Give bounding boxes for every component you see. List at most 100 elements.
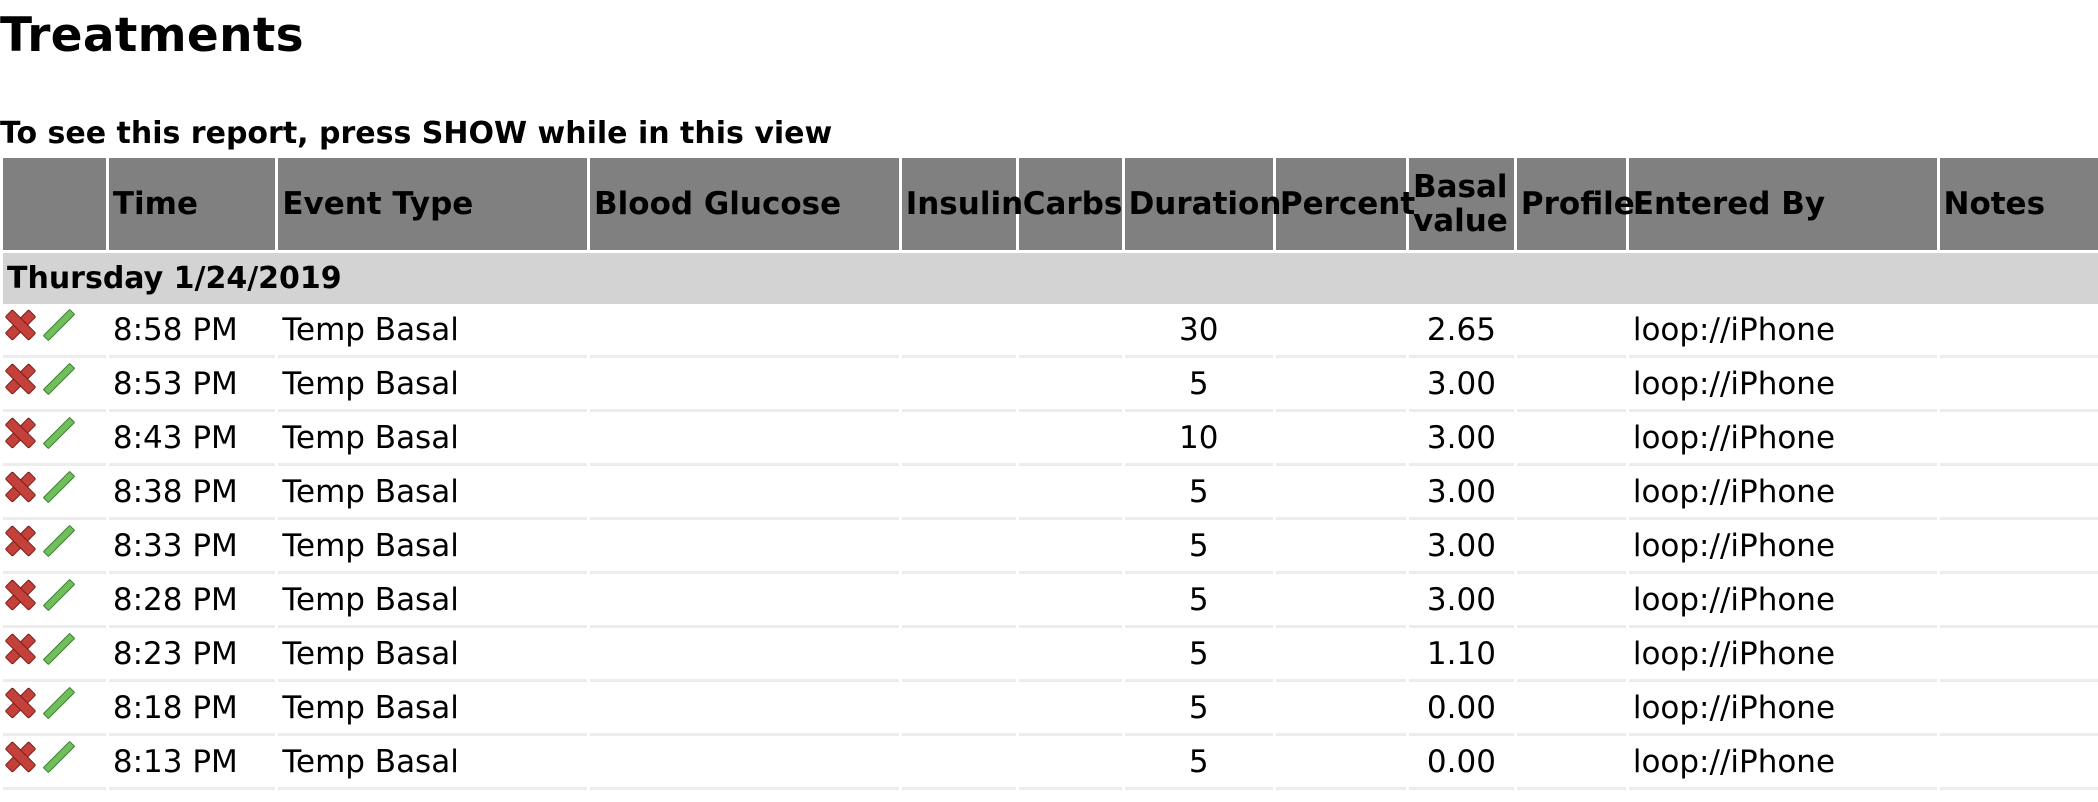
treatments-table: Time Event Type Blood Glucose Insulin Ca… xyxy=(0,158,2098,790)
cell-percent xyxy=(1275,682,1406,736)
delete-x-icon[interactable] xyxy=(3,362,33,392)
cell-profile xyxy=(1516,412,1626,466)
cell-notes xyxy=(1939,520,2098,574)
edit-pencil-icon[interactable] xyxy=(41,632,73,664)
cell-insulin xyxy=(901,412,1016,466)
edit-pencil-icon[interactable] xyxy=(41,578,73,610)
delete-x-icon[interactable] xyxy=(3,686,33,716)
cell-blood-glucose xyxy=(590,574,899,628)
delete-x-icon[interactable] xyxy=(3,578,33,608)
table-row: 8:13 PM Temp Basal 5 0.00 loop://iPhone xyxy=(3,736,2098,790)
cell-time: 8:43 PM xyxy=(108,412,276,466)
edit-pencil-icon[interactable] xyxy=(41,362,73,394)
cell-time: 8:23 PM xyxy=(108,628,276,682)
edit-pencil-icon[interactable] xyxy=(41,470,73,502)
cell-duration: 5 xyxy=(1124,574,1273,628)
cell-entered-by: loop://iPhone xyxy=(1628,574,1937,628)
cell-time: 8:28 PM xyxy=(108,574,276,628)
cell-carbs xyxy=(1018,682,1122,736)
row-actions xyxy=(3,466,106,520)
report-instructions: To see this report, press SHOW while in … xyxy=(0,116,833,151)
delete-x-icon[interactable] xyxy=(3,632,33,662)
header-profile: Profile xyxy=(1516,158,1635,253)
cell-profile xyxy=(1516,628,1626,682)
cell-basal-value: 3.00 xyxy=(1408,358,1514,412)
edit-pencil-icon[interactable] xyxy=(41,308,73,340)
cell-carbs xyxy=(1018,520,1122,574)
cell-insulin xyxy=(901,682,1016,736)
cell-profile xyxy=(1516,520,1626,574)
delete-x-icon[interactable] xyxy=(3,416,33,446)
cell-basal-value: 2.65 xyxy=(1408,304,1514,358)
header-insulin: Insulin xyxy=(901,158,1023,253)
table-row: 8:18 PM Temp Basal 5 0.00 loop://iPhone xyxy=(3,682,2098,736)
cell-basal-value: 3.00 xyxy=(1408,466,1514,520)
cell-duration: 5 xyxy=(1124,682,1273,736)
cell-profile xyxy=(1516,682,1626,736)
cell-carbs xyxy=(1018,466,1122,520)
cell-duration: 5 xyxy=(1124,628,1273,682)
row-actions xyxy=(3,520,106,574)
cell-percent xyxy=(1275,628,1406,682)
header-actions xyxy=(3,158,106,253)
header-basal-value: Basal value xyxy=(1408,158,1514,253)
table-row: 8:53 PM Temp Basal 5 3.00 loop://iPhone xyxy=(3,358,2098,412)
cell-profile xyxy=(1516,574,1626,628)
cell-notes xyxy=(1939,628,2098,682)
header-entered-by: Entered By xyxy=(1628,158,1937,253)
cell-event-type: Temp Basal xyxy=(278,628,588,682)
cell-entered-by: loop://iPhone xyxy=(1628,304,1937,358)
cell-entered-by: loop://iPhone xyxy=(1628,628,1937,682)
cell-insulin xyxy=(901,628,1016,682)
cell-event-type: Temp Basal xyxy=(278,736,588,790)
header-notes: Notes xyxy=(1939,158,2098,253)
cell-carbs xyxy=(1018,304,1122,358)
cell-time: 8:33 PM xyxy=(108,520,276,574)
delete-x-icon[interactable] xyxy=(3,524,33,554)
cell-duration: 5 xyxy=(1124,736,1273,790)
row-actions xyxy=(3,304,106,358)
cell-blood-glucose xyxy=(590,466,899,520)
edit-pencil-icon[interactable] xyxy=(41,416,73,448)
delete-x-icon[interactable] xyxy=(3,470,33,500)
cell-insulin xyxy=(901,466,1016,520)
delete-x-icon[interactable] xyxy=(3,740,33,770)
header-time: Time xyxy=(108,158,276,253)
cell-event-type: Temp Basal xyxy=(278,304,588,358)
cell-basal-value: 0.00 xyxy=(1408,736,1514,790)
cell-time: 8:58 PM xyxy=(108,304,276,358)
cell-carbs xyxy=(1018,412,1122,466)
cell-profile xyxy=(1516,358,1626,412)
cell-entered-by: loop://iPhone xyxy=(1628,736,1937,790)
table-row: 8:23 PM Temp Basal 5 1.10 loop://iPhone xyxy=(3,628,2098,682)
cell-basal-value: 3.00 xyxy=(1408,520,1514,574)
cell-notes xyxy=(1939,412,2098,466)
cell-event-type: Temp Basal xyxy=(278,412,588,466)
cell-profile xyxy=(1516,736,1626,790)
header-event-type: Event Type xyxy=(278,158,588,253)
edit-pencil-icon[interactable] xyxy=(41,740,73,772)
cell-insulin xyxy=(901,358,1016,412)
cell-entered-by: loop://iPhone xyxy=(1628,682,1937,736)
cell-blood-glucose xyxy=(590,520,899,574)
edit-pencil-icon[interactable] xyxy=(41,686,73,718)
cell-blood-glucose xyxy=(590,736,899,790)
cell-notes xyxy=(1939,682,2098,736)
cell-percent xyxy=(1275,574,1406,628)
page-title: Treatments xyxy=(0,8,304,63)
cell-notes xyxy=(1939,304,2098,358)
cell-basal-value: 0.00 xyxy=(1408,682,1514,736)
delete-x-icon[interactable] xyxy=(3,308,33,338)
cell-duration: 5 xyxy=(1124,520,1273,574)
table-row: 8:28 PM Temp Basal 5 3.00 loop://iPhone xyxy=(3,574,2098,628)
cell-entered-by: loop://iPhone xyxy=(1628,520,1937,574)
cell-blood-glucose xyxy=(590,682,899,736)
cell-carbs xyxy=(1018,358,1122,412)
edit-pencil-icon[interactable] xyxy=(41,524,73,556)
cell-basal-value: 1.10 xyxy=(1408,628,1514,682)
cell-notes xyxy=(1939,466,2098,520)
day-label: Thursday 1/24/2019 xyxy=(3,253,2098,304)
cell-insulin xyxy=(901,304,1016,358)
cell-profile xyxy=(1516,466,1626,520)
cell-notes xyxy=(1939,736,2098,790)
